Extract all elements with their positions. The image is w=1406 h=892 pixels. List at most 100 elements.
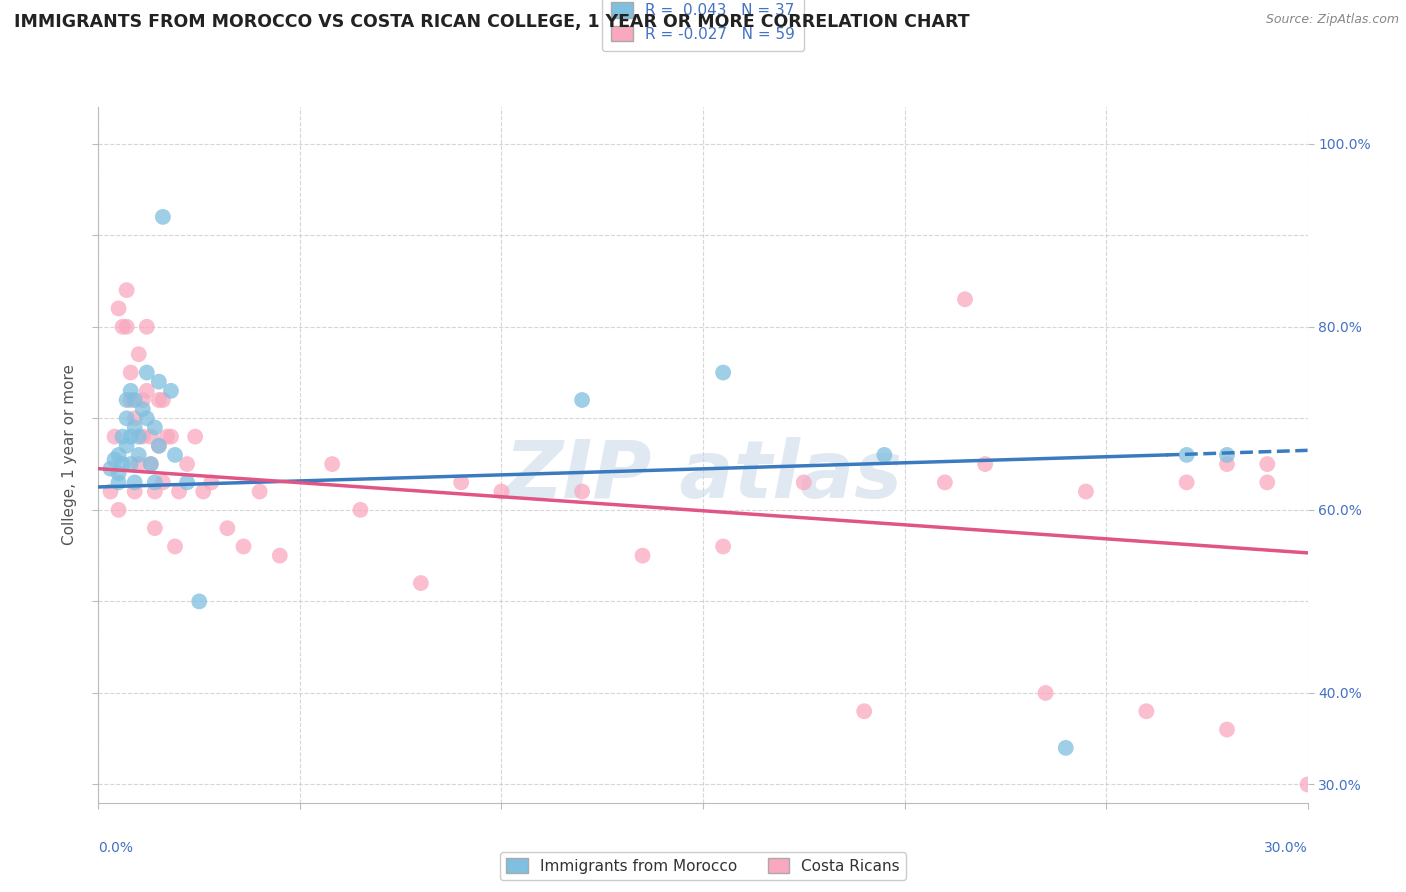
Point	[1216, 723, 1239, 737]
Point	[321, 457, 343, 471]
Point	[115, 439, 138, 453]
Point	[1035, 686, 1057, 700]
Point	[132, 402, 155, 417]
Point	[163, 540, 186, 554]
Point	[115, 283, 138, 297]
Point	[148, 439, 170, 453]
Point	[217, 521, 239, 535]
Point	[111, 319, 134, 334]
Point	[1256, 475, 1278, 490]
Point	[115, 319, 138, 334]
Point	[120, 429, 142, 443]
Point	[120, 392, 142, 407]
Point	[143, 420, 166, 434]
Point	[156, 429, 179, 443]
Point	[232, 540, 254, 554]
Point	[349, 503, 371, 517]
Point	[143, 521, 166, 535]
Text: IMMIGRANTS FROM MOROCCO VS COSTA RICAN COLLEGE, 1 YEAR OR MORE CORRELATION CHART: IMMIGRANTS FROM MOROCCO VS COSTA RICAN C…	[14, 13, 970, 31]
Point	[491, 484, 513, 499]
Point	[139, 457, 162, 471]
Y-axis label: College, 1 year or more: College, 1 year or more	[62, 365, 77, 545]
Point	[143, 484, 166, 499]
Point	[1216, 448, 1239, 462]
Point	[143, 475, 166, 490]
Point	[571, 392, 593, 407]
Point	[124, 475, 146, 490]
Point	[450, 475, 472, 490]
Point	[103, 452, 125, 467]
Text: ZIP atlas: ZIP atlas	[503, 437, 903, 515]
Point	[115, 392, 138, 407]
Point	[148, 439, 170, 453]
Point	[111, 457, 134, 471]
Point	[135, 319, 157, 334]
Point	[188, 594, 211, 608]
Point	[1054, 740, 1077, 755]
Point	[107, 503, 129, 517]
Point	[135, 411, 157, 425]
Point	[409, 576, 432, 591]
Point	[152, 475, 174, 490]
Point	[953, 293, 976, 307]
Legend: Immigrants from Morocco, Costa Ricans: Immigrants from Morocco, Costa Ricans	[501, 852, 905, 880]
Point	[124, 411, 146, 425]
Text: 30.0%: 30.0%	[1264, 841, 1308, 855]
Text: 0.0%: 0.0%	[98, 841, 134, 855]
Point	[124, 484, 146, 499]
Point	[793, 475, 815, 490]
Point	[107, 448, 129, 462]
Point	[128, 457, 150, 471]
Point	[128, 448, 150, 462]
Point	[100, 461, 122, 475]
Point	[148, 375, 170, 389]
Point	[571, 484, 593, 499]
Point	[163, 448, 186, 462]
Point	[853, 704, 876, 718]
Point	[124, 420, 146, 434]
Point	[124, 392, 146, 407]
Point	[631, 549, 654, 563]
Point	[167, 484, 190, 499]
Point	[1074, 484, 1097, 499]
Point	[873, 448, 896, 462]
Point	[176, 475, 198, 490]
Point	[128, 347, 150, 361]
Point	[974, 457, 997, 471]
Point	[100, 484, 122, 499]
Point	[1216, 457, 1239, 471]
Point	[139, 429, 162, 443]
Point	[132, 392, 155, 407]
Point	[107, 467, 129, 481]
Point	[115, 411, 138, 425]
Point	[107, 301, 129, 316]
Point	[200, 475, 222, 490]
Point	[107, 475, 129, 490]
Point	[1135, 704, 1157, 718]
Point	[269, 549, 291, 563]
Legend: R =  0.043   N = 37, R = -0.027   N = 59: R = 0.043 N = 37, R = -0.027 N = 59	[602, 0, 804, 51]
Text: Source: ZipAtlas.com: Source: ZipAtlas.com	[1265, 13, 1399, 27]
Point	[193, 484, 215, 499]
Point	[120, 366, 142, 380]
Point	[176, 457, 198, 471]
Point	[160, 384, 183, 398]
Point	[934, 475, 956, 490]
Point	[135, 366, 157, 380]
Point	[148, 392, 170, 407]
Point	[111, 429, 134, 443]
Point	[152, 210, 174, 224]
Point	[135, 384, 157, 398]
Point	[160, 429, 183, 443]
Point	[152, 392, 174, 407]
Point	[1296, 777, 1319, 791]
Point	[132, 429, 155, 443]
Point	[1175, 448, 1198, 462]
Point	[120, 457, 142, 471]
Point	[1256, 457, 1278, 471]
Point	[249, 484, 271, 499]
Point	[711, 366, 734, 380]
Point	[120, 384, 142, 398]
Point	[711, 540, 734, 554]
Point	[139, 457, 162, 471]
